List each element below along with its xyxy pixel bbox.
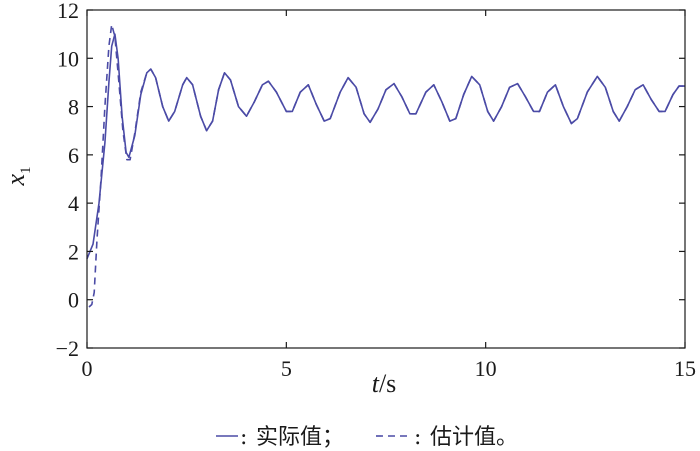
- y-tick-label: 2: [68, 239, 79, 264]
- legend: : 实际值； : 估计值。: [216, 425, 518, 450]
- x-tick-label: 0: [82, 356, 93, 381]
- x-axis-label: t/s: [372, 369, 397, 398]
- legend-separator: :: [414, 425, 421, 450]
- y-axis-sub: 1: [18, 166, 34, 174]
- y-tick-label: 8: [68, 95, 79, 120]
- series-line-estimate: [88, 23, 685, 308]
- x-tick-label: 10: [475, 356, 497, 381]
- y-axis-label: x1: [1, 166, 34, 186]
- y-tick-label: 10: [57, 46, 79, 71]
- x-axis-sep: /: [379, 369, 387, 398]
- legend-label-estimate: 估计值。: [430, 425, 518, 450]
- y-tick-label: −2: [56, 336, 79, 361]
- series-line-actual: [86, 33, 685, 260]
- series-layer: [86, 23, 685, 308]
- x-axis-unit: s: [386, 369, 396, 398]
- y-tick-label: 6: [68, 143, 79, 168]
- y-tick-label: 12: [57, 0, 79, 23]
- x-tick-label: 15: [674, 356, 696, 381]
- plot-frame: [86, 9, 686, 349]
- y-tick-label: 4: [68, 191, 79, 216]
- y-axis-var: x: [1, 174, 30, 187]
- x-tick-label: 5: [281, 356, 292, 381]
- y-tick-label: 0: [68, 288, 79, 313]
- legend-separator: :: [240, 425, 247, 450]
- legend-label-actual: 实际值；: [256, 425, 344, 450]
- x-axis-var: t: [372, 369, 380, 398]
